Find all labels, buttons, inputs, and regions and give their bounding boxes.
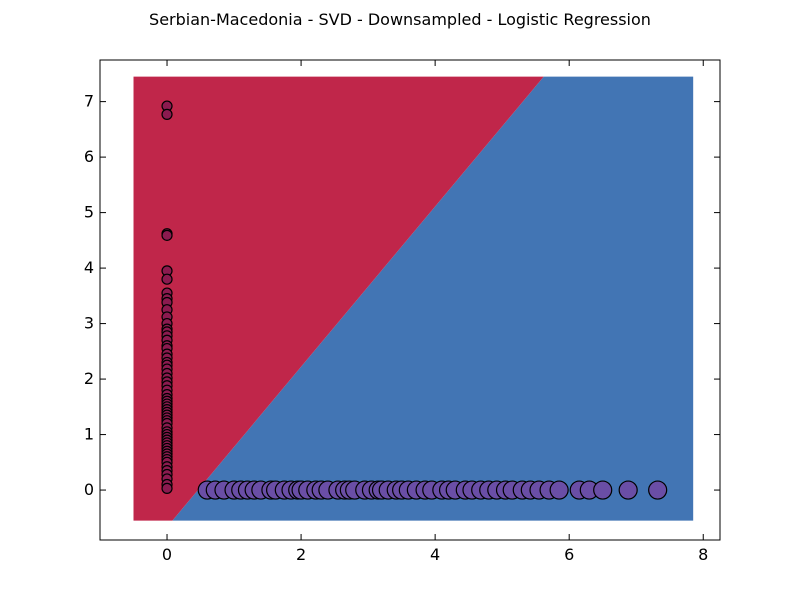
data-point <box>161 273 173 285</box>
y-tick-label: 3 <box>84 314 94 333</box>
data-point <box>648 480 668 500</box>
data-points <box>161 100 668 500</box>
data-point <box>161 108 173 120</box>
y-tick-label: 0 <box>84 480 94 499</box>
x-tick-label: 2 <box>296 545 306 564</box>
data-point <box>549 480 569 500</box>
axis-ticks: 0 2 4 6 8 0 1 2 3 4 5 6 7 <box>84 60 720 564</box>
y-tick-label: 6 <box>84 147 94 166</box>
decision-region-class-1 <box>172 76 694 521</box>
y-tick-label: 5 <box>84 203 94 222</box>
x-tick-label: 0 <box>162 545 172 564</box>
x-tick-label: 4 <box>430 545 440 564</box>
decision-regions <box>133 76 694 521</box>
y-tick-label: 4 <box>84 258 94 277</box>
decision-region-class-0 <box>133 76 544 521</box>
chart-title: Serbian-Macedonia - SVD - Downsampled - … <box>149 10 651 29</box>
data-point <box>161 229 173 241</box>
x-tick-label: 8 <box>698 545 708 564</box>
plot-frame <box>99 59 721 541</box>
y-tick-label: 7 <box>84 92 94 111</box>
y-tick-label: 1 <box>84 425 94 444</box>
y-tick-label: 2 <box>84 369 94 388</box>
data-point <box>161 482 173 494</box>
data-point <box>618 480 638 500</box>
data-point <box>593 480 613 500</box>
x-tick-label: 6 <box>564 545 574 564</box>
